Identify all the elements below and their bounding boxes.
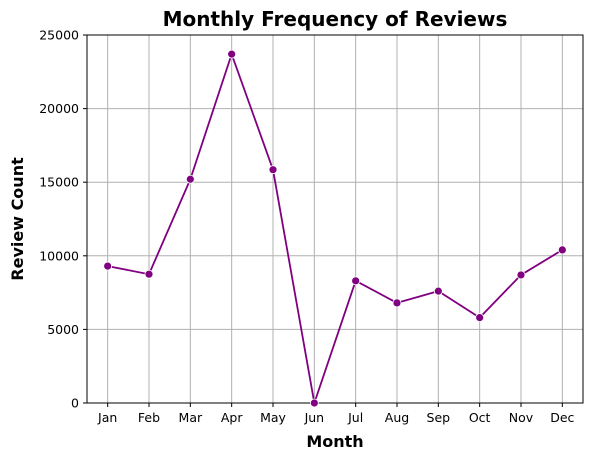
axes xyxy=(83,34,584,407)
plot-frame xyxy=(86,34,584,404)
y-tick-label: 5000 xyxy=(47,322,79,337)
x-tick-label: Aug xyxy=(385,410,409,425)
data-point xyxy=(557,245,567,255)
data-point xyxy=(351,276,361,286)
y-tick-label: 15000 xyxy=(39,175,79,190)
x-tick-label: Jun xyxy=(304,410,325,425)
y-axis-label: Review Count xyxy=(8,157,27,281)
x-tick-label: Dec xyxy=(550,410,574,425)
x-tick-label: Feb xyxy=(138,410,160,425)
data-point xyxy=(144,269,154,279)
x-tick-label: Nov xyxy=(509,410,534,425)
x-tick-label: Mar xyxy=(179,410,203,425)
x-tick-label: Oct xyxy=(469,410,491,425)
x-tick-label: May xyxy=(260,410,286,425)
data-point xyxy=(268,165,278,175)
x-tick-label: Jul xyxy=(347,410,363,425)
data-point xyxy=(475,313,485,323)
y-tick-label: 0 xyxy=(71,396,79,411)
data-point xyxy=(185,174,195,184)
x-tick-label: Sep xyxy=(427,410,451,425)
data-point xyxy=(103,261,113,271)
x-tick-label: Jan xyxy=(97,410,117,425)
y-tick-label: 20000 xyxy=(39,101,79,116)
chart-title: Monthly Frequency of Reviews xyxy=(163,7,508,31)
data-point xyxy=(227,49,237,59)
series xyxy=(103,49,567,408)
x-tick-label: Apr xyxy=(221,410,243,425)
y-tick-label: 10000 xyxy=(39,248,79,263)
series-line xyxy=(107,53,563,404)
data-point xyxy=(392,298,402,308)
data-point xyxy=(433,286,443,296)
x-axis-label: Month xyxy=(306,432,363,451)
data-point xyxy=(516,270,526,280)
y-tick-label: 25000 xyxy=(39,28,79,43)
tick-labels: Jan Feb Mar Apr May Jun Jul Aug Sep Oct Nov Dec 0 500… xyxy=(39,28,574,426)
grid-lines xyxy=(87,34,583,404)
data-point xyxy=(309,398,319,408)
